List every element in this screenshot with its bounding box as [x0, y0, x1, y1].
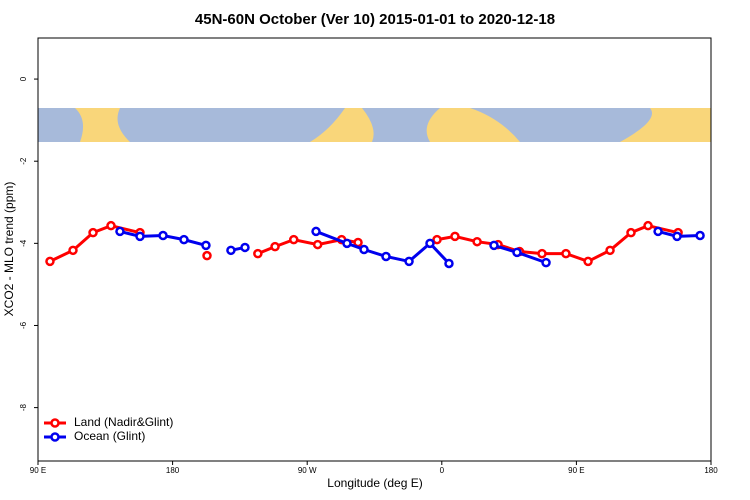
point: [359, 244, 369, 255]
point: [68, 245, 78, 256]
y-tick-label: -8: [19, 404, 28, 412]
point: [135, 231, 145, 242]
point: [432, 234, 442, 245]
legend-label: Ocean (Glint): [74, 429, 145, 443]
point: [695, 230, 705, 241]
point: [288, 234, 299, 245]
y-tick-label: -2: [19, 157, 28, 165]
y-axis-label: XCO2 - MLO trend (ppm): [2, 182, 16, 317]
x-tick-label: 90 E: [30, 466, 46, 475]
x-tick-label: 90 E: [568, 466, 584, 475]
point: [541, 257, 551, 268]
y-tick-label: -4: [19, 239, 28, 247]
plot-area: [45, 220, 705, 269]
point: [512, 247, 522, 258]
legend-label: Land (Nadir&Glint): [74, 415, 173, 429]
point: [202, 250, 212, 261]
point: [444, 258, 454, 269]
point: [583, 256, 593, 267]
point: [179, 234, 189, 245]
map-band: [38, 108, 711, 142]
point: [253, 248, 263, 259]
legend-marker: [50, 418, 60, 428]
point: [489, 240, 499, 251]
point: [311, 226, 321, 237]
point: [106, 220, 116, 231]
point: [88, 227, 98, 238]
y-tick-label: 0: [19, 76, 28, 81]
point: [425, 238, 435, 249]
point: [472, 236, 482, 247]
point: [270, 241, 280, 252]
point: [312, 239, 323, 250]
x-tick-label: 0: [440, 466, 445, 475]
point: [381, 251, 391, 262]
point: [626, 227, 636, 238]
point: [45, 256, 55, 267]
point: [643, 220, 653, 231]
point: [342, 238, 352, 249]
point: [537, 248, 547, 259]
point: [672, 231, 682, 242]
point: [653, 226, 663, 237]
point: [404, 256, 414, 267]
point: [561, 248, 571, 259]
chart-title: 45N-60N October (Ver 10) 2015-01-01 to 2…: [195, 11, 555, 28]
point: [158, 230, 168, 241]
point: [115, 226, 125, 237]
x-tick-label: 90 W: [298, 466, 317, 475]
point: [201, 240, 211, 251]
point: [605, 245, 615, 256]
x-tick-label: 180: [166, 466, 180, 475]
point: [450, 231, 460, 242]
plot-frame: [37, 37, 712, 462]
x-axis-label: Longitude (deg E): [327, 476, 422, 490]
x-tick-label: 180: [704, 466, 718, 475]
point: [226, 245, 236, 256]
legend-marker: [50, 432, 60, 442]
point: [240, 242, 250, 253]
y-tick-label: -6: [19, 321, 28, 329]
